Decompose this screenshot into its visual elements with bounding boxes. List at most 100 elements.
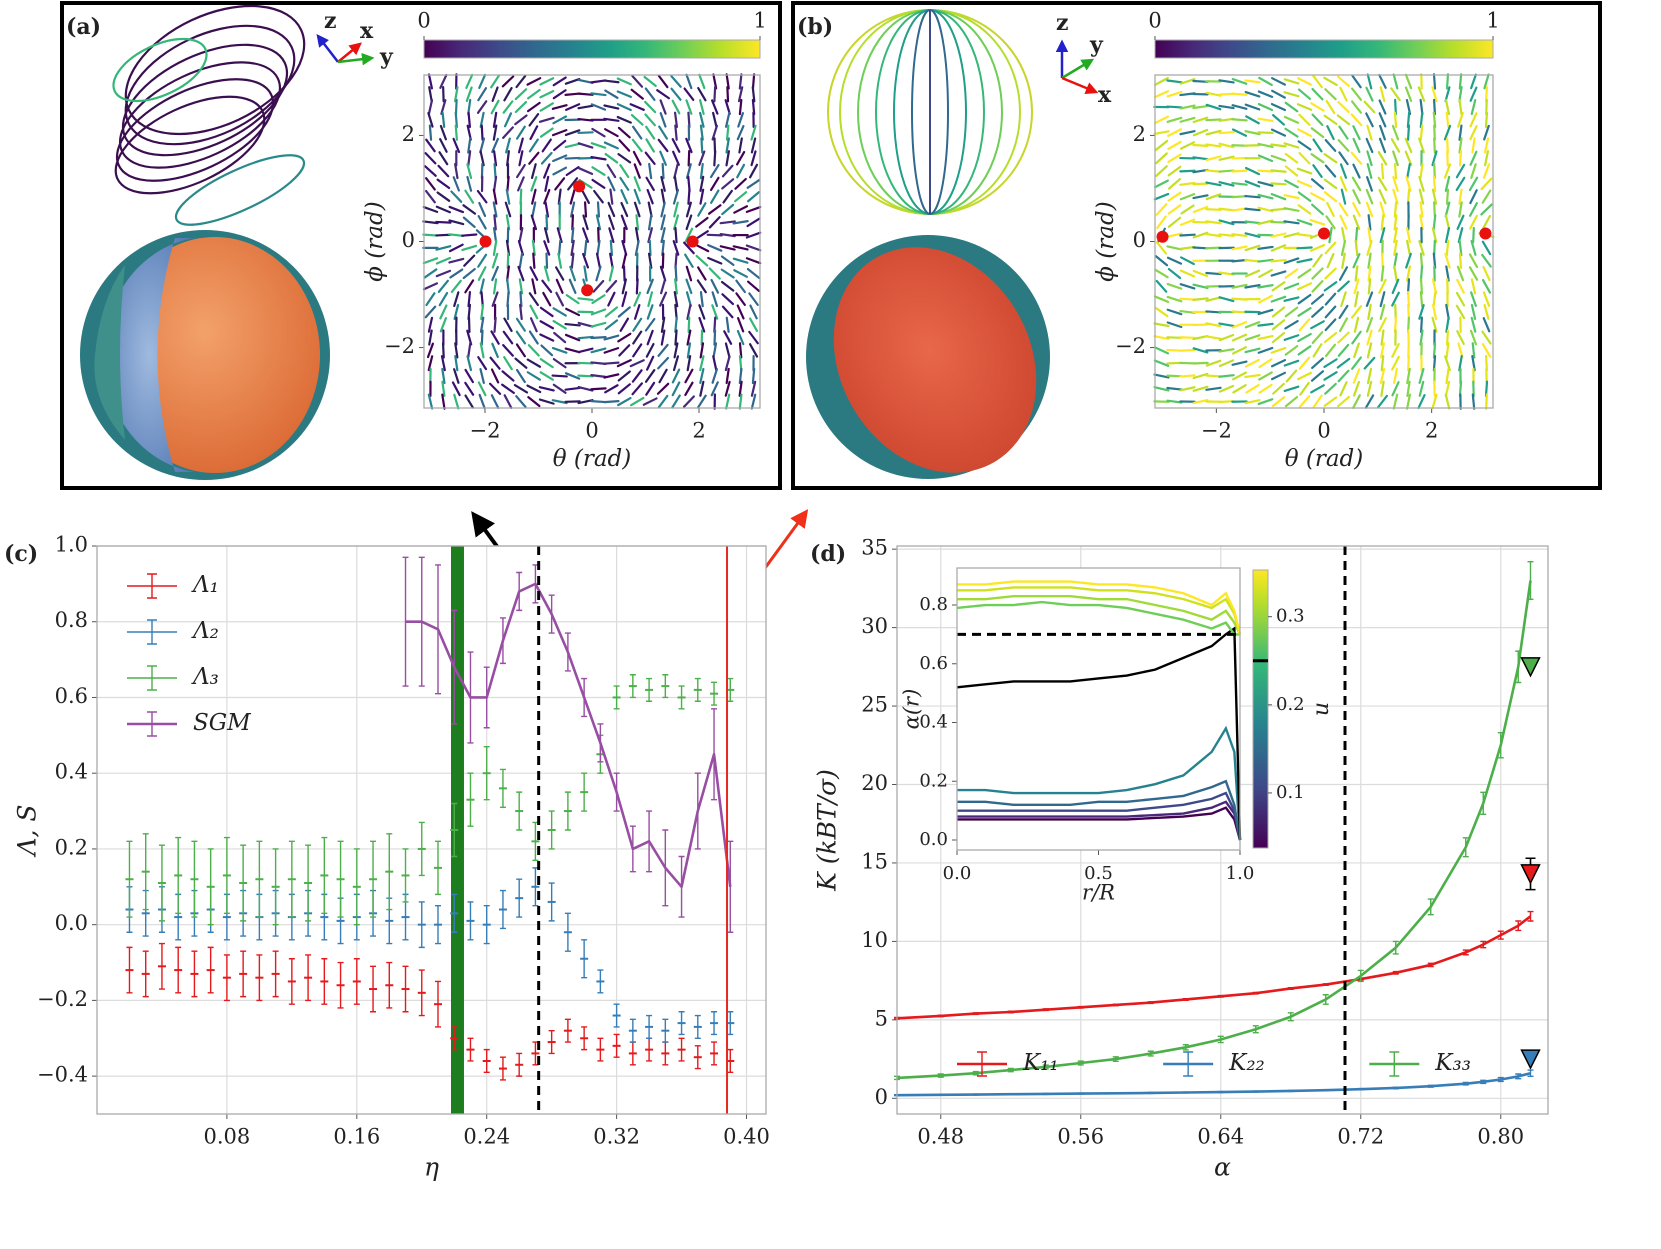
director-glyph [748, 330, 759, 345]
director-glyph [1392, 73, 1399, 90]
director-glyph [1337, 331, 1350, 344]
series-line [957, 595, 1242, 635]
director-glyph [1352, 189, 1361, 205]
director-glyph [647, 291, 654, 308]
director-glyph [745, 244, 762, 252]
director-glyph [1458, 137, 1463, 154]
director-glyph [1166, 245, 1183, 251]
director-glyph [685, 265, 693, 282]
director-glyph [435, 220, 452, 224]
director-glyph [501, 75, 515, 88]
director-glyph [1272, 114, 1285, 126]
colorbar [1154, 39, 1494, 59]
director-glyph [590, 308, 607, 316]
y-tick-label: 0.2 [919, 770, 948, 791]
director-glyph [479, 367, 485, 384]
director-glyph [1338, 202, 1349, 217]
director-glyph [711, 99, 719, 115]
director-glyph [565, 166, 580, 177]
director-glyph [1444, 86, 1451, 103]
director-glyph [1470, 303, 1477, 321]
director-glyph [571, 214, 575, 231]
director-glyph [1444, 252, 1451, 269]
director-glyph [713, 86, 717, 103]
director-glyph [1470, 98, 1477, 116]
director-glyph [1297, 306, 1312, 317]
director-glyph [1443, 124, 1452, 141]
x-tick-label: 2 [1425, 419, 1438, 443]
director-glyph [1179, 104, 1196, 110]
director-glyph [659, 291, 668, 307]
director-glyph [1353, 316, 1360, 333]
director-glyph [1365, 291, 1374, 307]
director-glyph [1310, 384, 1325, 394]
director-glyph [1431, 150, 1438, 167]
director-glyph [698, 304, 706, 320]
director-glyph [466, 163, 473, 180]
legend-label: K₂₂ [1228, 1050, 1265, 1076]
director-glyph [583, 239, 588, 257]
director-glyph [697, 266, 707, 281]
director-glyph [698, 99, 705, 116]
director-glyph [555, 278, 564, 294]
director-glyph [660, 214, 666, 231]
director-glyph [492, 201, 498, 218]
director-glyph [1270, 359, 1287, 368]
director-glyph [1205, 374, 1222, 378]
director-glyph [1168, 178, 1181, 190]
director-glyph [439, 124, 447, 141]
director-glyph [1443, 163, 1452, 179]
director-glyph [1481, 240, 1492, 256]
director-glyph [1166, 90, 1183, 98]
director-glyph [1364, 394, 1375, 409]
director-glyph [1485, 98, 1488, 116]
director-glyph [699, 342, 705, 359]
director-glyph [1471, 393, 1476, 410]
director-glyph [603, 373, 620, 379]
director-glyph [721, 293, 735, 306]
director-glyph [1153, 322, 1170, 328]
director-glyph [501, 370, 515, 382]
plot-frame [96, 545, 767, 1115]
director-glyph [726, 86, 730, 103]
director-glyph [1179, 141, 1196, 150]
director-glyph [1445, 111, 1450, 129]
director-glyph [736, 125, 745, 141]
director-glyph [1231, 310, 1248, 314]
director-glyph [644, 317, 656, 332]
director-glyph [1231, 207, 1248, 212]
legend-label: K₃₃ [1434, 1050, 1471, 1076]
director-glyph [712, 111, 718, 128]
director-glyph [564, 77, 581, 85]
director-glyph [1192, 168, 1209, 174]
director-glyph [435, 245, 452, 251]
director-glyph [1192, 128, 1209, 137]
director-glyph [1340, 188, 1347, 205]
director-glyph [1271, 319, 1286, 331]
director-glyph [684, 253, 694, 268]
director-glyph [1180, 256, 1195, 266]
director-glyph [1155, 152, 1168, 165]
x-tick-label: 0.5 [1084, 863, 1113, 884]
legend-swatch [1183, 1051, 1194, 1077]
director-glyph [1192, 116, 1209, 124]
director-glyph [1153, 115, 1170, 125]
director-glyph [1390, 87, 1401, 102]
director-glyph [1404, 137, 1413, 154]
director-glyph [1419, 111, 1424, 129]
director-glyph [1406, 162, 1411, 180]
director-glyph [1192, 372, 1209, 380]
director-glyph [477, 253, 488, 268]
director-glyph [1338, 304, 1349, 320]
director-glyph [1244, 269, 1261, 278]
director-glyph [1167, 267, 1182, 280]
director-glyph [621, 278, 627, 295]
director-glyph [1480, 177, 1493, 191]
series-line [896, 580, 1532, 1080]
triad-label: x [360, 18, 374, 44]
director-glyph [479, 150, 485, 167]
director-glyph [539, 90, 555, 99]
director-glyph [514, 114, 528, 126]
director-glyph [570, 201, 576, 218]
director-glyph [596, 239, 601, 257]
